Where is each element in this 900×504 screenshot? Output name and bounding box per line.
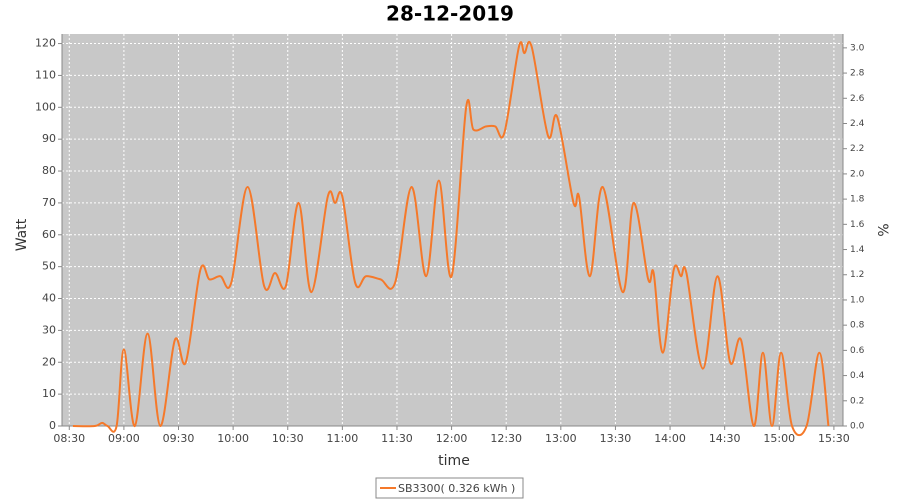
x-tick-label: 15:30: [818, 432, 850, 445]
legend: [375, 477, 524, 499]
legend-label: SB3300( 0.326 kWh ): [398, 482, 515, 495]
x-tick-label: 10:00: [217, 432, 249, 445]
y2-tick-label: 3.0: [850, 43, 865, 53]
plot-area: [62, 34, 843, 426]
y-tick-label: 0: [49, 419, 56, 432]
y2-tick-label: 1.4: [850, 245, 865, 255]
y-axis-label: Watt: [14, 218, 30, 251]
x-tick-label: 11:00: [327, 432, 359, 445]
y-tick-label: 60: [42, 228, 56, 241]
y-tick-label: 30: [42, 323, 56, 336]
series-line: [72, 40, 830, 437]
y2-tick-label: 0.6: [850, 346, 865, 356]
y-tick-label: 20: [42, 355, 56, 368]
x-tick-label: 10:30: [272, 432, 304, 445]
y-tick-label: 80: [42, 164, 56, 177]
y2-tick-label: 2.8: [850, 69, 865, 79]
y-tick-label: 100: [35, 100, 56, 113]
x-tick-label: 13:00: [545, 432, 577, 445]
y-tick-label: 40: [42, 292, 56, 305]
x-tick-label: 08:30: [53, 432, 85, 445]
x-tick-label: 12:00: [436, 432, 468, 445]
x-tick-label: 09:00: [108, 432, 140, 445]
y2-tick-label: 2.4: [850, 119, 865, 129]
y2-tick-label: 2.0: [850, 169, 865, 179]
x-tick-label: 15:00: [763, 432, 795, 445]
y2-tick-label: 0.2: [850, 396, 864, 406]
x-tick-label: 14:30: [709, 432, 741, 445]
y-tick-label: 90: [42, 132, 56, 145]
y2-tick-label: 0.4: [850, 371, 865, 381]
y2-tick-label: 1.0: [850, 295, 865, 305]
y-tick-label: 10: [42, 387, 56, 400]
y-tick-label: 110: [35, 68, 56, 81]
x-tick-label: 09:30: [163, 432, 195, 445]
y2-tick-label: 1.6: [850, 220, 865, 230]
y2-tick-label: 2.6: [850, 94, 865, 104]
y2-axis-label: %: [874, 223, 890, 236]
y-tick-label: 120: [35, 37, 56, 50]
y-tick-label: 70: [42, 196, 56, 209]
y2-tick-label: 1.8: [850, 195, 865, 205]
x-tick-label: 14:00: [654, 432, 686, 445]
x-axis-label: time: [438, 453, 470, 469]
y2-tick-label: 2.2: [850, 144, 864, 154]
x-tick-label: 13:30: [600, 432, 632, 445]
y-tick-label: 50: [42, 260, 56, 273]
y2-tick-label: 1.2: [850, 270, 864, 280]
chart-title: 28-12-2019: [386, 2, 514, 26]
y2-tick-label: 0.8: [850, 321, 865, 331]
x-tick-label: 12:30: [490, 432, 522, 445]
x-tick-label: 11:30: [381, 432, 413, 445]
y2-tick-label: 0.0: [850, 422, 865, 432]
